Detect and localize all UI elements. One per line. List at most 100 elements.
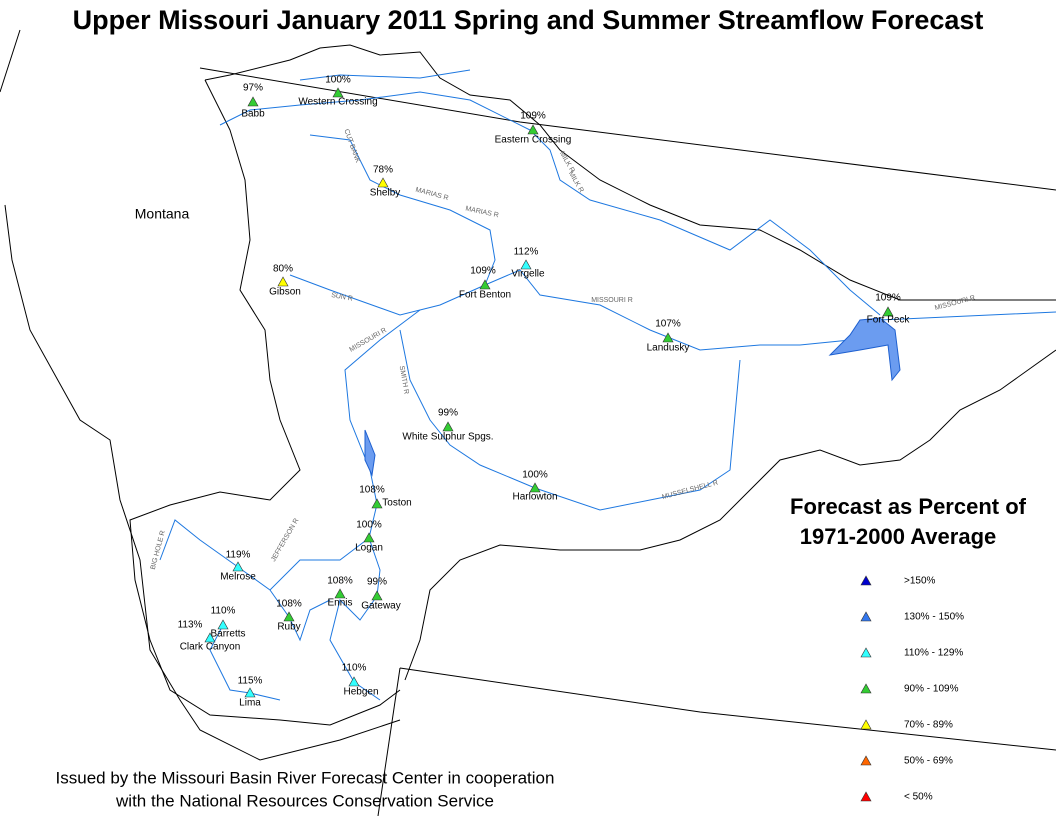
station-percent: 100% xyxy=(356,520,382,531)
station-marker xyxy=(334,588,346,599)
station-name: Gibson xyxy=(269,287,301,298)
legend-swatch xyxy=(860,647,872,658)
station-percent: 100% xyxy=(522,470,548,481)
station-marker xyxy=(442,421,454,432)
legend-label: >150% xyxy=(904,576,936,587)
basin-outline xyxy=(129,79,401,726)
station-marker xyxy=(332,87,344,98)
footer-text: Issued by the Missouri Basin River Forec… xyxy=(56,768,555,787)
river-line xyxy=(329,537,381,701)
station-name: Logan xyxy=(355,543,383,554)
state-border xyxy=(399,667,1056,751)
station-percent: 119% xyxy=(226,550,251,561)
station-percent: 99% xyxy=(438,408,458,419)
station-percent: 108% xyxy=(327,576,353,587)
basin-outline xyxy=(204,44,1056,301)
station-marker xyxy=(348,676,360,687)
station-percent: 99% xyxy=(367,577,387,588)
legend-swatch xyxy=(860,755,872,766)
river-line xyxy=(299,69,471,81)
station-percent: 78% xyxy=(373,165,393,176)
station-name: Babb xyxy=(241,109,265,120)
legend-swatch xyxy=(860,791,872,802)
station-percent: 109% xyxy=(875,293,901,304)
station-marker xyxy=(377,177,389,188)
river-line xyxy=(529,129,881,316)
station-name: Landusky xyxy=(647,343,690,354)
map-title: Upper Missouri January 2011 Spring and S… xyxy=(73,5,984,35)
station-name: Gateway xyxy=(361,601,400,612)
basin-outline xyxy=(404,349,1056,681)
station-name: Harlowton xyxy=(512,492,557,503)
station-marker xyxy=(283,611,295,622)
state-border xyxy=(4,204,401,761)
station-name: Melrose xyxy=(220,572,256,583)
river-line xyxy=(309,134,496,286)
station-name: Clark Canyon xyxy=(180,642,241,653)
station-marker xyxy=(520,259,532,270)
legend-swatch xyxy=(860,719,872,730)
station-name: Lima xyxy=(239,698,261,709)
station-percent: 113% xyxy=(178,620,203,631)
station-name: Toston xyxy=(382,498,411,509)
station-percent: 109% xyxy=(470,266,496,277)
station-percent: 110% xyxy=(211,606,236,617)
station-percent: 107% xyxy=(655,319,681,330)
station-marker xyxy=(244,687,256,698)
station-name: Virgelle xyxy=(511,269,545,280)
station-name: Shelby xyxy=(370,188,401,199)
legend-label: < 50% xyxy=(904,792,933,803)
station-marker xyxy=(527,124,539,135)
legend-label: 50% - 69% xyxy=(904,756,953,767)
station-marker xyxy=(882,306,894,317)
legend-label: 90% - 109% xyxy=(904,684,959,695)
station-marker xyxy=(232,561,244,572)
station-percent: 97% xyxy=(243,83,263,94)
river-line xyxy=(159,519,239,568)
station-marker xyxy=(371,590,383,601)
legend-title: Forecast as Percent of xyxy=(790,494,1027,519)
legend-title: 1971-2000 Average xyxy=(800,524,997,549)
legend-swatch xyxy=(860,611,872,622)
station-percent: 112% xyxy=(514,247,539,258)
station-name: White Sulphur Spgs. xyxy=(402,432,493,443)
station-marker xyxy=(217,619,229,630)
river-line xyxy=(289,274,486,316)
station-percent: 115% xyxy=(238,676,263,687)
legend-label: 70% - 89% xyxy=(904,720,953,731)
river-label: SMITH R xyxy=(398,365,410,395)
station-marker xyxy=(529,482,541,493)
river-label: SUN R xyxy=(331,292,354,303)
state-border xyxy=(0,29,21,93)
station-percent: 100% xyxy=(325,75,351,86)
station-name: Ennis xyxy=(327,598,352,609)
reservoir xyxy=(828,317,901,382)
station-name: Hebgen xyxy=(343,687,378,698)
station-percent: 108% xyxy=(276,599,302,610)
station-marker xyxy=(277,276,289,287)
region-label: Montana xyxy=(135,206,190,222)
station-marker xyxy=(363,532,375,543)
station-marker xyxy=(204,632,216,643)
station-percent: 80% xyxy=(273,264,293,275)
station-percent: 108% xyxy=(359,485,385,496)
station-name: Eastern Crossing xyxy=(495,135,572,146)
station-name: Fort Benton xyxy=(459,290,511,301)
station-marker xyxy=(247,96,259,107)
legend-label: 110% - 129% xyxy=(904,648,963,659)
legend-swatch xyxy=(860,683,872,694)
station-percent: 109% xyxy=(520,111,546,122)
station-percent: 110% xyxy=(342,663,367,674)
river-line xyxy=(269,589,331,642)
river-label: MISSOURI R xyxy=(591,297,633,304)
station-marker xyxy=(371,498,383,509)
station-marker xyxy=(662,332,674,343)
station-name: Barretts xyxy=(210,629,245,640)
legend-swatch xyxy=(860,575,872,586)
station-name: Ruby xyxy=(277,622,300,633)
station-marker xyxy=(479,279,491,290)
state-border xyxy=(199,67,1056,191)
footer-text: with the National Resources Conservation… xyxy=(115,791,494,810)
